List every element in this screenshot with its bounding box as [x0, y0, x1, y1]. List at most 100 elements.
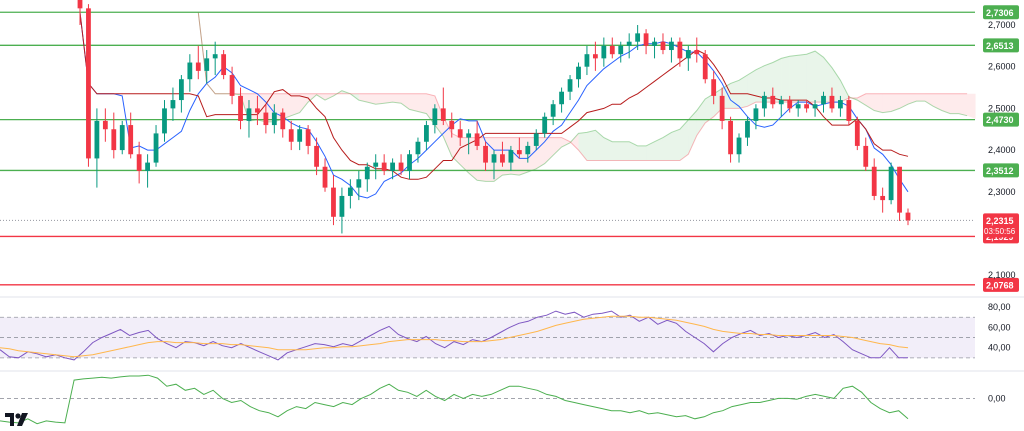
- candle-body: [525, 145, 531, 155]
- cloud-span-a-line: [197, 12, 968, 182]
- tradingview-logo-icon: [5, 413, 28, 426]
- candle-body: [592, 54, 598, 59]
- candle-body: [660, 41, 666, 51]
- ichimoku-cloud-segment: [570, 133, 579, 151]
- candle-body: [474, 133, 480, 146]
- ichimoku-cloud-segment: [358, 93, 368, 103]
- ichimoku-cloud-segment: [654, 137, 663, 161]
- ichimoku-cloud-segment: [325, 93, 334, 101]
- ichimoku-cloud-segment: [823, 57, 832, 103]
- level-badge: [983, 38, 1019, 53]
- candle-body: [669, 41, 674, 51]
- candle-body: [271, 112, 277, 126]
- ichimoku-cloud-segment: [671, 129, 680, 161]
- candle-body: [119, 125, 125, 151]
- ichimoku-cloud-segment: [620, 141, 630, 161]
- ichimoku-cloud-segment: [510, 137, 520, 176]
- ichimoku-cloud-segment: [899, 93, 908, 109]
- candle-body: [533, 133, 539, 146]
- candle-body: [643, 33, 649, 46]
- price-tick-label: 2,3000: [988, 187, 1016, 197]
- candle-body: [390, 162, 396, 171]
- candle-body: [195, 62, 201, 71]
- rsi-pane[interactable]: [0, 310, 975, 361]
- ichimoku-cloud-segment: [417, 93, 427, 114]
- candle-body: [381, 162, 387, 171]
- ichimoku-cloud-segment: [916, 93, 925, 102]
- candle-body: [288, 129, 294, 142]
- candle-body: [500, 154, 505, 163]
- ichimoku-cloud-segment: [519, 137, 528, 176]
- candle-body: [407, 154, 412, 171]
- level-badge-label: 2,7306: [986, 8, 1014, 18]
- ichimoku-cloud-segment: [367, 93, 376, 105]
- ichimoku-cloud-segment: [375, 93, 385, 105]
- level-badge-label: 2,3512: [986, 166, 1014, 176]
- ichimoku-cloud-segment: [553, 137, 562, 156]
- ichimoku-cloud-segment: [468, 137, 478, 181]
- candle-body: [736, 137, 742, 155]
- candle-body: [829, 95, 835, 109]
- candle-body: [542, 116, 548, 134]
- candle-body: [609, 45, 615, 55]
- candle-body: [238, 95, 243, 121]
- ichimoku-cloud-segment: [764, 62, 773, 103]
- ichimoku-cloud-segment: [772, 58, 782, 103]
- candle-body: [432, 108, 438, 126]
- candle-body: [516, 150, 522, 155]
- rsi-tick-label: 80,00: [988, 302, 1011, 312]
- candle-body: [153, 133, 159, 163]
- ichimoku-cloud-segment: [831, 67, 841, 103]
- candle-body: [280, 112, 286, 130]
- ichimoku-cloud-segment: [232, 93, 241, 95]
- candle-body: [550, 104, 556, 117]
- ichimoku-cloud-segment: [848, 96, 858, 101]
- candle-body: [854, 120, 860, 146]
- candle-body: [635, 33, 641, 42]
- candle-body: [719, 95, 725, 121]
- ichimoku-cloud-segment: [401, 93, 410, 110]
- candle-body: [305, 129, 311, 146]
- candle-body: [711, 79, 717, 96]
- candle-body: [905, 212, 911, 221]
- ichimoku-cloud-segment: [950, 93, 959, 114]
- ichimoku-cloud-segment: [629, 141, 638, 161]
- ichimoku-cloud-segment: [730, 80, 740, 109]
- oscillator-pane[interactable]: [0, 374, 975, 425]
- candle-body: [170, 100, 176, 109]
- rsi-tick-label: 40,00: [988, 343, 1011, 353]
- candle-body: [221, 54, 227, 76]
- ichimoku-cloud-segment: [865, 93, 875, 111]
- candle-body: [576, 66, 581, 80]
- ichimoku-cloud-segment: [908, 93, 917, 105]
- bar-countdown-label: 03:50:56: [984, 227, 1016, 236]
- ichimoku-cloud-segment: [747, 69, 756, 107]
- candle-body: [846, 100, 852, 121]
- candle-body: [246, 108, 252, 121]
- ichimoku-cloud-segment: [874, 93, 883, 113]
- ichimoku-cloud-segment: [798, 54, 807, 103]
- candle-body: [491, 154, 497, 163]
- candle-body: [457, 129, 463, 138]
- candle-body: [677, 41, 683, 59]
- candle-body: [466, 133, 472, 138]
- candle-body: [584, 54, 590, 67]
- price-pane[interactable]: [0, 0, 976, 286]
- ichimoku-cloud-segment: [679, 119, 689, 161]
- candle-body: [812, 104, 818, 109]
- ichimoku-cloud-segment: [291, 93, 300, 116]
- ichimoku-cloud-segment: [789, 55, 799, 103]
- ichimoku-cloud-segment: [806, 51, 816, 103]
- ichimoku-cloud-segment: [705, 93, 714, 123]
- last-price-label: 2,2315: [986, 216, 1014, 226]
- ichimoku-cloud-segment: [612, 141, 621, 161]
- rsi-tick-label: 60,00: [988, 322, 1011, 332]
- candle-body: [373, 162, 379, 167]
- price-axis[interactable]: 2,73062,65132,47302,35122,19292,07682,70…: [983, 5, 1019, 403]
- candle-body: [618, 45, 624, 55]
- candle-body: [753, 108, 759, 121]
- candle-body: [145, 162, 150, 171]
- candle-body: [770, 95, 776, 105]
- candle-body: [795, 104, 801, 109]
